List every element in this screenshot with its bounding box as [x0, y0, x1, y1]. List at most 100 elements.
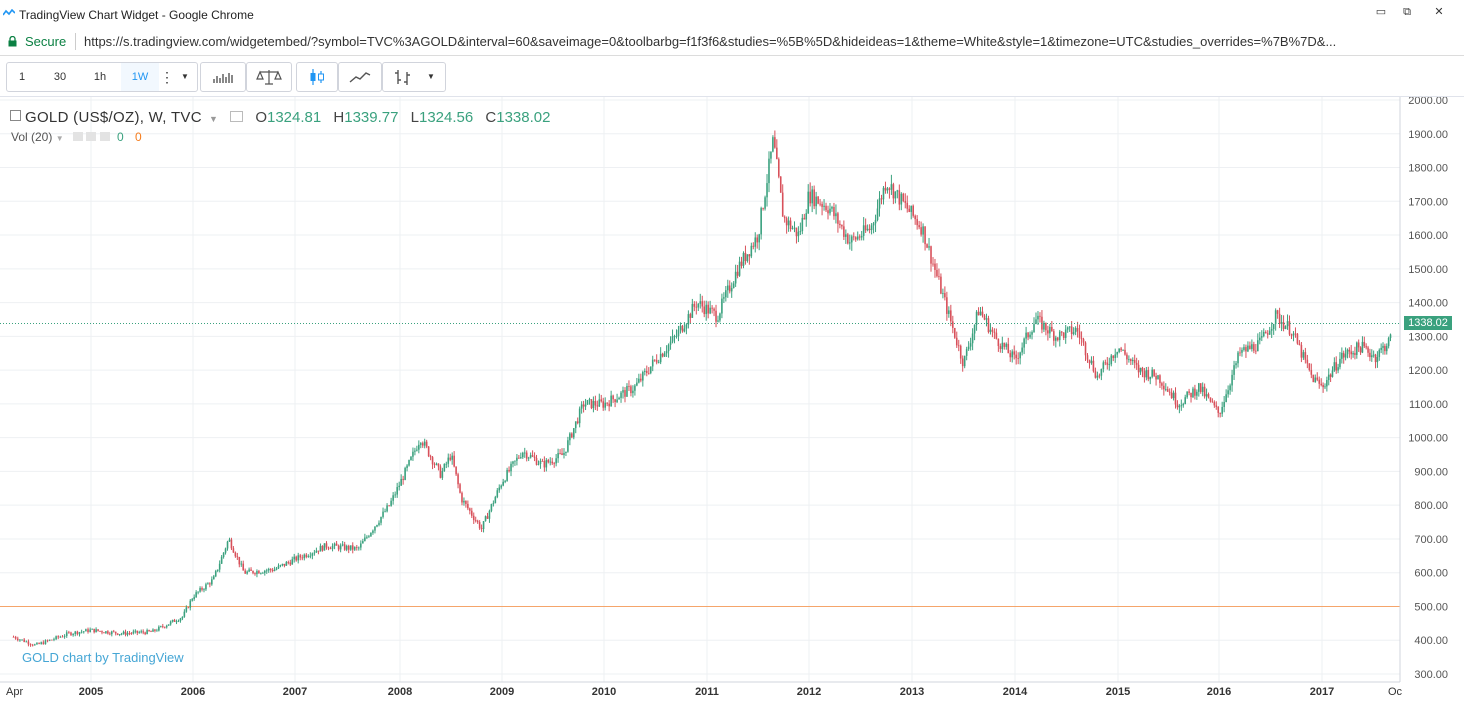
candle-body [494, 497, 497, 504]
candle-body [1354, 353, 1356, 355]
indicators-button[interactable] [200, 62, 246, 92]
candle-body [693, 303, 696, 307]
candle-body [347, 545, 350, 550]
candle-body [803, 217, 806, 220]
candle-body [484, 516, 487, 522]
time-axis[interactable]: Apr 2005 2006 2007 2008 2009 2010 2011 2012 2013 2… [6, 686, 1403, 698]
candle-body [918, 225, 920, 228]
minimize-button[interactable]: ▭ [1375, 6, 1387, 18]
candle-body [1288, 321, 1291, 335]
interval-1w-button[interactable]: 1W [121, 63, 159, 91]
candle-body [758, 234, 760, 243]
price-chart[interactable]: 2000.00 1900.00 1800.00 1700.00 1600.00 1500.… [0, 97, 1464, 714]
candle-body [1019, 352, 1021, 359]
candle-body [1013, 351, 1016, 355]
time-tick-label: 2007 [283, 686, 307, 698]
candle-body [783, 216, 786, 219]
high-value: 1339.77 [344, 109, 399, 126]
candle-body [854, 237, 857, 240]
candle-body [649, 366, 652, 374]
last-price-label: 1338.02 [1404, 316, 1452, 330]
attribution-link[interactable]: GOLD chart by TradingView [22, 650, 184, 665]
candle-body [567, 440, 569, 452]
candle-body [768, 158, 770, 184]
chevron-down-icon[interactable]: ▼ [427, 72, 435, 81]
candle-body [922, 226, 924, 235]
candle-body [492, 503, 495, 505]
candle-body [880, 198, 883, 200]
candle-body [959, 345, 962, 359]
candle-body [1374, 354, 1377, 363]
time-tick-label: 2014 [1003, 686, 1028, 698]
bars-icon [395, 70, 410, 85]
candle-body [1229, 385, 1231, 391]
candle-body [1247, 345, 1249, 352]
candle-body [669, 341, 672, 345]
address-bar[interactable]: Secure https://s.tradingview.com/widgete… [0, 28, 1464, 56]
candle-body [991, 329, 994, 332]
candle-body [1312, 374, 1315, 383]
candle-body [705, 304, 708, 315]
candle-body [908, 208, 911, 212]
candle-body [390, 500, 392, 506]
candle-body [29, 644, 32, 646]
more-intervals-icon[interactable]: ⋮ [160, 69, 174, 85]
candle-body [480, 528, 483, 530]
collapse-icon[interactable] [10, 110, 21, 121]
chevron-down-icon[interactable]: ▼ [181, 72, 189, 81]
eye-icon[interactable] [72, 132, 83, 141]
candle-body [618, 397, 620, 400]
price-tick-label: 800.00 [1414, 500, 1448, 512]
url-field[interactable]: https://s.tradingview.com/widgetembed/?s… [84, 34, 1337, 49]
candle-body [541, 460, 544, 462]
interval-group: 1 30 1h 1W ⋮ ▼ [6, 62, 198, 92]
candle-body [293, 556, 296, 560]
restore-button[interactable]: ⧉ [1403, 6, 1411, 18]
close-button[interactable]: ✕ [1434, 6, 1444, 18]
settings-icon[interactable] [230, 111, 244, 122]
candle-body [744, 252, 747, 262]
candle-body [179, 618, 182, 621]
candle-body [307, 556, 310, 557]
candle-body [12, 636, 15, 638]
candle-body [1141, 367, 1144, 372]
candle-body [644, 370, 646, 372]
candle-body [902, 193, 905, 202]
candle-body [59, 636, 62, 638]
candle-body [1235, 363, 1237, 366]
candle-body [207, 583, 209, 585]
compare-button[interactable] [246, 62, 292, 92]
price-tick-label: 1400.00 [1408, 298, 1448, 310]
candle-body [295, 556, 298, 561]
candle-body [325, 543, 328, 548]
bars-style-button[interactable]: ▼ [382, 62, 446, 92]
candle-body [410, 456, 412, 461]
candle-body [138, 632, 141, 634]
candle-body [944, 293, 946, 298]
gear-icon[interactable] [86, 132, 97, 141]
chevron-down-icon[interactable]: ▼ [55, 134, 64, 143]
line-style-button[interactable] [338, 62, 382, 92]
candle-body [957, 345, 960, 347]
interval-1h-button[interactable]: 1h [93, 71, 107, 83]
candle-body [433, 464, 436, 466]
chevron-down-icon[interactable]: ▼ [209, 114, 218, 124]
candle-body [997, 338, 1000, 347]
candle-body [400, 478, 402, 486]
candle-body [707, 304, 709, 314]
interval-1-button[interactable]: 1 [18, 71, 26, 83]
symbol-name[interactable]: GOLD (US$/OZ), W, TVC [25, 109, 202, 126]
candle-body [1060, 331, 1063, 333]
candles-style-button[interactable] [296, 62, 338, 92]
candle-body [1365, 346, 1367, 348]
candle-body [1118, 348, 1120, 352]
volume-label[interactable]: Vol (20) [11, 130, 53, 144]
price-tick-label: 900.00 [1414, 466, 1448, 478]
price-axis[interactable]: 2000.00 1900.00 1800.00 1700.00 1600.00 1500.… [1408, 97, 1448, 681]
candle-body [1058, 331, 1061, 341]
address-separator [75, 33, 76, 50]
candle-body [1170, 392, 1173, 399]
interval-30-button[interactable]: 30 [53, 71, 67, 83]
remove-icon[interactable] [99, 132, 110, 141]
candle-body [1387, 338, 1390, 347]
